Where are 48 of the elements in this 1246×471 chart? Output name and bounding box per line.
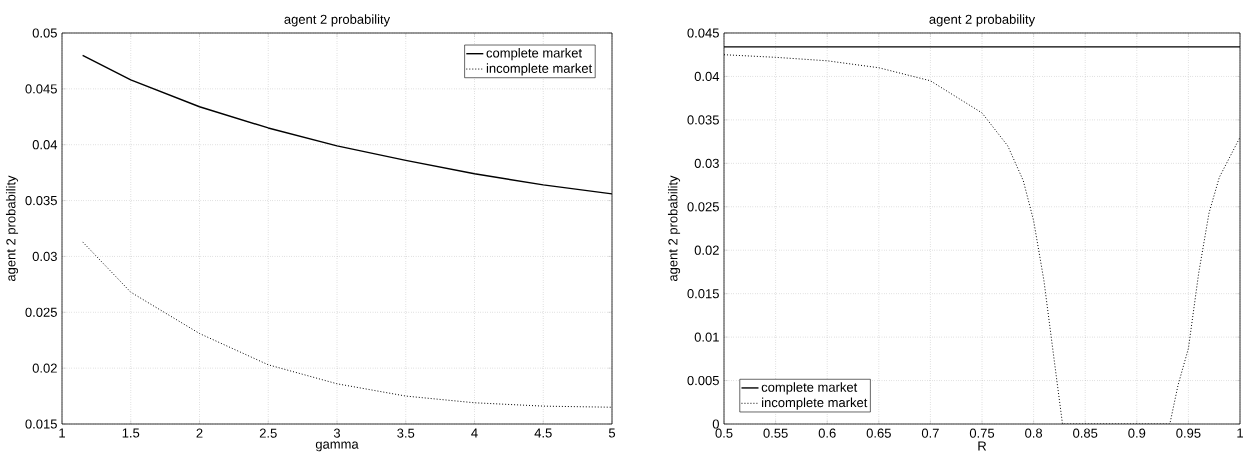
x-tick-label: 0.75 bbox=[969, 428, 995, 438]
chart-title: agent 2 probability bbox=[284, 14, 391, 27]
x-tick-label: 0.6 bbox=[818, 428, 836, 438]
x-tick-label: 1 bbox=[1237, 428, 1243, 438]
y-tick-label: 0.03 bbox=[32, 251, 57, 262]
x-axis-title: gamma bbox=[315, 441, 359, 452]
legend-label: incomplete market bbox=[486, 63, 593, 76]
y-tick-label: 0.04 bbox=[694, 71, 720, 82]
chart-title: agent 2 probability bbox=[929, 14, 1036, 27]
y-tick-label: 0 bbox=[712, 419, 719, 429]
y-tick-label: 0.035 bbox=[687, 115, 719, 125]
x-tick-label: 3 bbox=[333, 428, 341, 438]
x-tick-label: 0.7 bbox=[921, 428, 939, 438]
y-tick-label: 0.02 bbox=[32, 363, 57, 373]
x-tick-label: 0.9 bbox=[1128, 428, 1146, 438]
x-tick-label: 2 bbox=[196, 428, 203, 438]
x-tick-label: 5 bbox=[608, 428, 616, 438]
legend-label: complete market bbox=[761, 382, 858, 395]
y-tick-label: 0.005 bbox=[687, 375, 719, 386]
x-tick-label: 0.55 bbox=[763, 428, 788, 438]
y-tick-label: 0.015 bbox=[687, 289, 719, 299]
y-tick-label: 0.03 bbox=[694, 158, 719, 168]
y-tick-label: 0.05 bbox=[32, 28, 57, 38]
y-tick-label: 0.04 bbox=[32, 140, 58, 150]
x-tick-label: 0.95 bbox=[1176, 428, 1201, 438]
y-tick-label: 0.045 bbox=[687, 28, 719, 38]
y-tick-label: 0.035 bbox=[25, 195, 57, 206]
x-tick-label: 3.5 bbox=[397, 428, 415, 438]
x-axis-title: R bbox=[978, 441, 987, 451]
y-tick-label: 0.02 bbox=[694, 245, 719, 255]
y-tick-label: 0.015 bbox=[25, 419, 57, 429]
x-tick-label: 0.5 bbox=[715, 428, 733, 438]
x-tick-label: 0.65 bbox=[866, 428, 891, 438]
x-tick-label: 4 bbox=[471, 428, 478, 438]
y-axis-title: agent 2 probability bbox=[5, 175, 19, 282]
y-tick-label: 0.025 bbox=[687, 202, 719, 212]
y-axis-title: agent 2 probability bbox=[667, 175, 681, 282]
legend-label: complete market bbox=[486, 48, 582, 61]
y-tick-label: 0.01 bbox=[694, 332, 719, 342]
y-tick-label: 0.025 bbox=[25, 307, 57, 317]
x-tick-label: 1.5 bbox=[122, 428, 140, 438]
x-tick-label: 2.5 bbox=[259, 428, 277, 438]
x-tick-label: 4.5 bbox=[534, 428, 552, 438]
y-tick-label: 0.045 bbox=[25, 84, 57, 94]
x-tick-label: 0.8 bbox=[1025, 428, 1043, 438]
legend-label: incomplete market bbox=[762, 397, 868, 410]
x-tick-label: 0.85 bbox=[1073, 428, 1098, 438]
x-tick-label: 1 bbox=[59, 428, 65, 438]
